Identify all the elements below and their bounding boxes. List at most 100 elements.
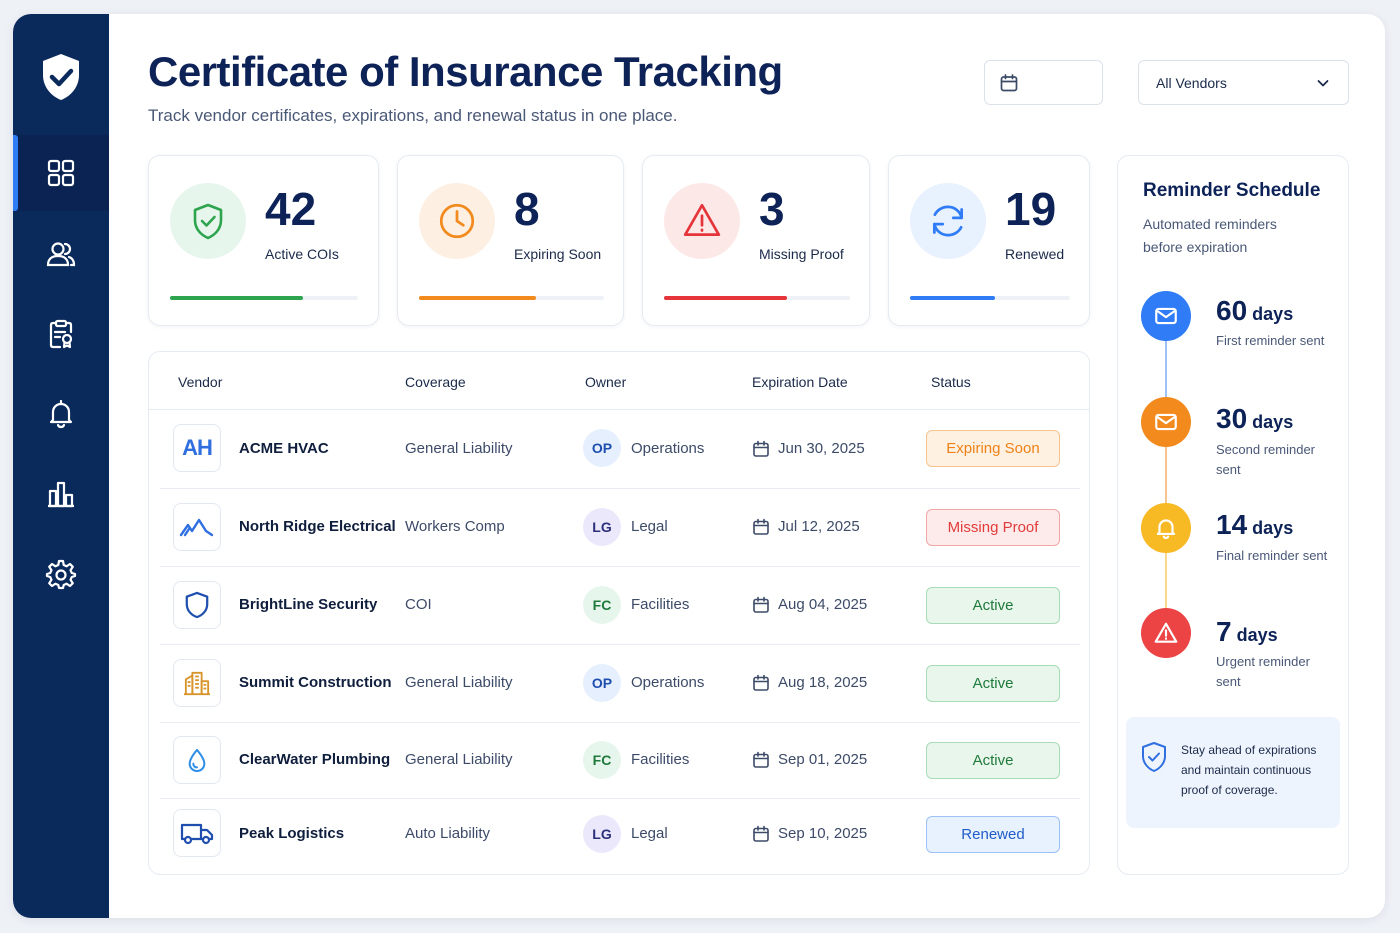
status-badge[interactable]: Active: [926, 587, 1060, 624]
status-badge[interactable]: Missing Proof: [926, 509, 1060, 546]
status-badge[interactable]: Expiring Soon: [926, 430, 1060, 467]
table-row[interactable]: Peak Logistics Auto Liability LG Legal S…: [160, 799, 1080, 873]
app-window: Certificate of Insurance Tracking Track …: [13, 14, 1385, 918]
column-header-coverage[interactable]: Coverage: [405, 374, 466, 390]
vendor-logo: [173, 659, 221, 707]
reminder-days-unit: days: [1252, 412, 1294, 432]
vendor-name[interactable]: Summit Construction: [239, 674, 392, 691]
expiration-date: Sep 01, 2025: [778, 751, 868, 768]
stat-card-renewed[interactable]: 19 Renewed: [888, 155, 1090, 326]
stat-label: Expiring Soon: [514, 246, 602, 262]
sidebar-item-vendors[interactable]: [13, 216, 109, 292]
expiration-date: Jun 30, 2025: [778, 440, 865, 457]
vendor-name[interactable]: Peak Logistics: [239, 825, 345, 842]
coverage-tip-note: Stay ahead of expirations and maintain c…: [1126, 717, 1340, 828]
owner-name: Facilities: [631, 596, 690, 613]
owner-avatar: FC: [583, 586, 621, 624]
chart-icon: [48, 481, 74, 508]
vendor-name[interactable]: North Ridge Electrical: [239, 518, 396, 535]
vendor-name[interactable]: ACME HVAC: [239, 440, 329, 457]
timeline-connector: [1165, 332, 1167, 412]
coverage-type: Auto Liability: [405, 825, 491, 842]
table-row[interactable]: BrightLine Security COI FC Facilities Au…: [160, 567, 1080, 645]
stat-label: Active COIs: [265, 246, 339, 262]
table-row[interactable]: North Ridge Electrical Workers Comp LG L…: [160, 489, 1080, 567]
column-header-owner[interactable]: Owner: [585, 374, 627, 390]
reminder-days-value: 60: [1216, 295, 1248, 326]
sidebar-item-dashboard[interactable]: [13, 135, 109, 211]
stat-card-expiring[interactable]: 8 Expiring Soon: [397, 155, 624, 326]
stat-icon-bg: [170, 183, 246, 259]
calendar-icon: [753, 440, 769, 457]
stat-progress-fill: [910, 296, 995, 300]
mountain-bolt-icon: [179, 518, 214, 537]
owner-avatar: LG: [583, 508, 621, 546]
coverage-type: General Liability: [405, 440, 513, 457]
water-drop-icon: [188, 748, 206, 773]
stat-value: 8: [514, 183, 540, 235]
stat-card-missing[interactable]: 3 Missing Proof: [642, 155, 870, 326]
status-badge[interactable]: Renewed: [926, 816, 1060, 853]
stat-progress-track: [419, 296, 604, 300]
date-picker-button[interactable]: [984, 60, 1103, 105]
dashboard-icon: [47, 159, 75, 187]
reminder-step-icon: [1141, 608, 1191, 658]
sidebar-item-settings[interactable]: [13, 536, 109, 612]
reminder-days-value: 30: [1216, 403, 1248, 434]
bell-icon: [49, 399, 73, 429]
truck-icon: [180, 823, 214, 845]
reminder-subtitle: Automated reminders before expiration: [1143, 216, 1277, 255]
sidebar-item-reports[interactable]: [13, 456, 109, 532]
mail-icon: [1155, 413, 1177, 431]
vendor-name[interactable]: ClearWater Plumbing: [239, 751, 391, 768]
reminder-days: 60 days: [1216, 295, 1293, 327]
table-row[interactable]: Summit Construction General Liability OP…: [160, 645, 1080, 723]
stat-progress-fill: [419, 296, 536, 300]
owner-name: Facilities: [631, 751, 690, 768]
reminder-days-unit: days: [1252, 304, 1294, 324]
vendor-filter-select[interactable]: All Vendors: [1138, 60, 1349, 105]
owner-name: Operations: [631, 674, 705, 691]
calendar-icon: [753, 518, 769, 535]
stat-icon-bg: [419, 183, 495, 259]
status-badge[interactable]: Active: [926, 742, 1060, 779]
calendar-icon: [1000, 73, 1018, 91]
sidebar-item-notifications[interactable]: [13, 376, 109, 452]
vendor-name[interactable]: BrightLine Security: [239, 596, 378, 613]
reminder-desc: Final reminder sent: [1216, 548, 1328, 563]
owner-avatar: OP: [583, 664, 621, 702]
coverage-type: COI: [405, 596, 432, 613]
sidebar-item-certificates[interactable]: [13, 296, 109, 372]
vendor-logo: [173, 503, 221, 551]
stat-icon-bg: [910, 183, 986, 259]
stat-card-active[interactable]: 42 Active COIs: [148, 155, 379, 326]
shield-check-icon: [193, 203, 223, 240]
warning-icon: [1154, 622, 1178, 643]
reminder-step-icon: [1141, 397, 1191, 447]
owner-name: Operations: [631, 440, 705, 457]
vendor-logo: AH: [173, 424, 221, 472]
reminder-days-unit: days: [1252, 518, 1294, 538]
column-header-vendor[interactable]: Vendor: [178, 374, 223, 390]
column-header-expiration[interactable]: Expiration Date: [752, 374, 848, 390]
coverage-type: General Liability: [405, 751, 513, 768]
reminder-days: 30 days: [1216, 403, 1293, 435]
reminder-desc: Second reminder sent: [1216, 442, 1315, 477]
page-subtitle: Track vendor certificates, expirations, …: [148, 106, 678, 125]
table-row[interactable]: AH ACME HVAC General Liability OP Operat…: [160, 410, 1080, 489]
expiration-date: Aug 18, 2025: [778, 674, 868, 691]
owner-avatar: LG: [583, 815, 621, 853]
stat-label: Missing Proof: [759, 246, 844, 262]
stat-progress-fill: [170, 296, 304, 300]
certificate-icon: [49, 319, 73, 349]
owner-name: Legal: [631, 518, 668, 535]
chevron-down-icon: [1317, 79, 1329, 86]
status-badge[interactable]: Active: [926, 665, 1060, 702]
table-header-divider: [149, 409, 1089, 410]
owner-name: Legal: [631, 825, 668, 842]
column-header-status[interactable]: Status: [931, 374, 971, 390]
clock-icon: [439, 203, 475, 239]
table-row[interactable]: ClearWater Plumbing General Liability FC…: [160, 723, 1080, 799]
shield-logo-icon: [43, 54, 79, 100]
mail-icon: [1155, 307, 1177, 325]
